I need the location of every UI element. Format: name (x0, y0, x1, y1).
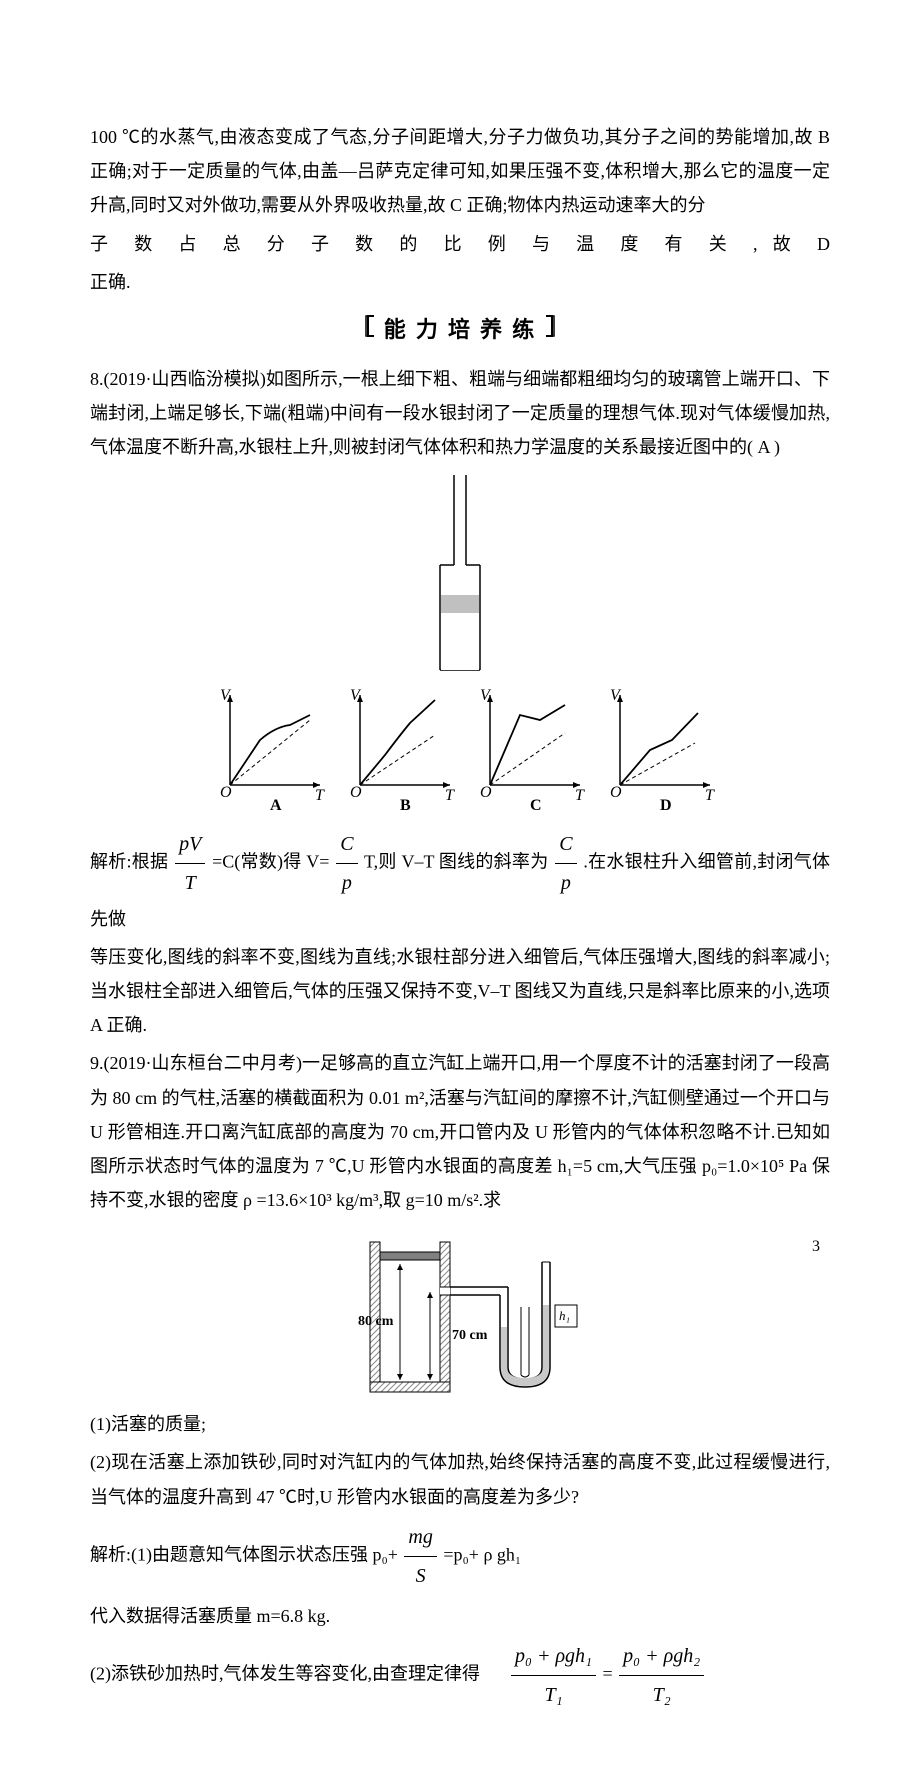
q9-sol1-line2: 代入数据得活塞质量 m=6.8 kg. (90, 1599, 830, 1633)
q9-sol1-line1: 解析:(1)由题意知气体图示状态压强 p₀+ mgS =p₀+ ρ gh₁ (90, 1518, 830, 1595)
q9-cylinder-diagram: 80 cm 70 cm h₁ (330, 1227, 590, 1397)
section-header-text: 能 力 培 养 练 (384, 317, 536, 342)
section-header: 能 力 培 养 练 (90, 309, 830, 352)
intro-paragraph-line2: 子 数 占 总 分 子 数 的 比 例 与 温 度 有 关 , 故 D (90, 227, 830, 261)
bracket-right-icon (544, 310, 558, 352)
page-number: 3 (812, 1232, 820, 1262)
q9-part1-label: (1)活塞的质量; (90, 1407, 830, 1441)
svg-text:T: T (445, 787, 455, 804)
svg-text:T: T (575, 787, 585, 804)
svg-text:O: O (480, 784, 492, 801)
bracket-left-icon (362, 310, 376, 352)
svg-text:h₁: h₁ (559, 1308, 570, 1323)
q8-graphs: VOT A VOT B VOT C VOT D (200, 685, 720, 815)
svg-text:D: D (660, 797, 672, 814)
svg-text:A: A (270, 797, 282, 814)
svg-text:70 cm: 70 cm (452, 1328, 488, 1343)
q9-part2-label: (2)现在活塞上添加铁砂,同时对汽缸内的气体加热,始终保持活塞的高度不变,此过程… (90, 1445, 830, 1513)
svg-text:80 cm: 80 cm (358, 1314, 394, 1329)
q9-text: 9.(2019·山东桓台二中月考)一足够高的直立汽缸上端开口,用一个厚度不计的活… (90, 1046, 830, 1217)
intro-paragraph-line3: 正确. (90, 265, 830, 299)
q8-text: 8.(2019·山西临汾模拟)如图所示,一根上细下粗、粗端与细端都粗细均匀的玻璃… (90, 362, 830, 465)
svg-text:B: B (400, 797, 411, 814)
svg-text:T: T (315, 787, 325, 804)
svg-text:O: O (220, 784, 232, 801)
svg-text:O: O (350, 784, 362, 801)
q8-solution-line1: 解析:根据 pVT =C(常数)得 V= Cp T,则 V–T 图线的斜率为 C… (90, 825, 830, 936)
q8-tube-diagram (410, 475, 510, 675)
q9-sol2-line: (2)添铁砂加热时,气体发生等容变化,由查理定律得 p₀ + ρgh₁T₁ = … (90, 1637, 830, 1714)
q8-solution-line2: 等压变化,图线的斜率不变,图线为直线;水银柱部分进入细管后,气体压强增大,图线的… (90, 940, 830, 1043)
intro-paragraph-line1: 100 ℃的水蒸气,由液态变成了气态,分子间距增大,分子力做负功,其分子之间的势… (90, 120, 830, 223)
svg-text:O: O (610, 784, 622, 801)
svg-text:C: C (530, 797, 542, 814)
svg-text:T: T (705, 787, 715, 804)
